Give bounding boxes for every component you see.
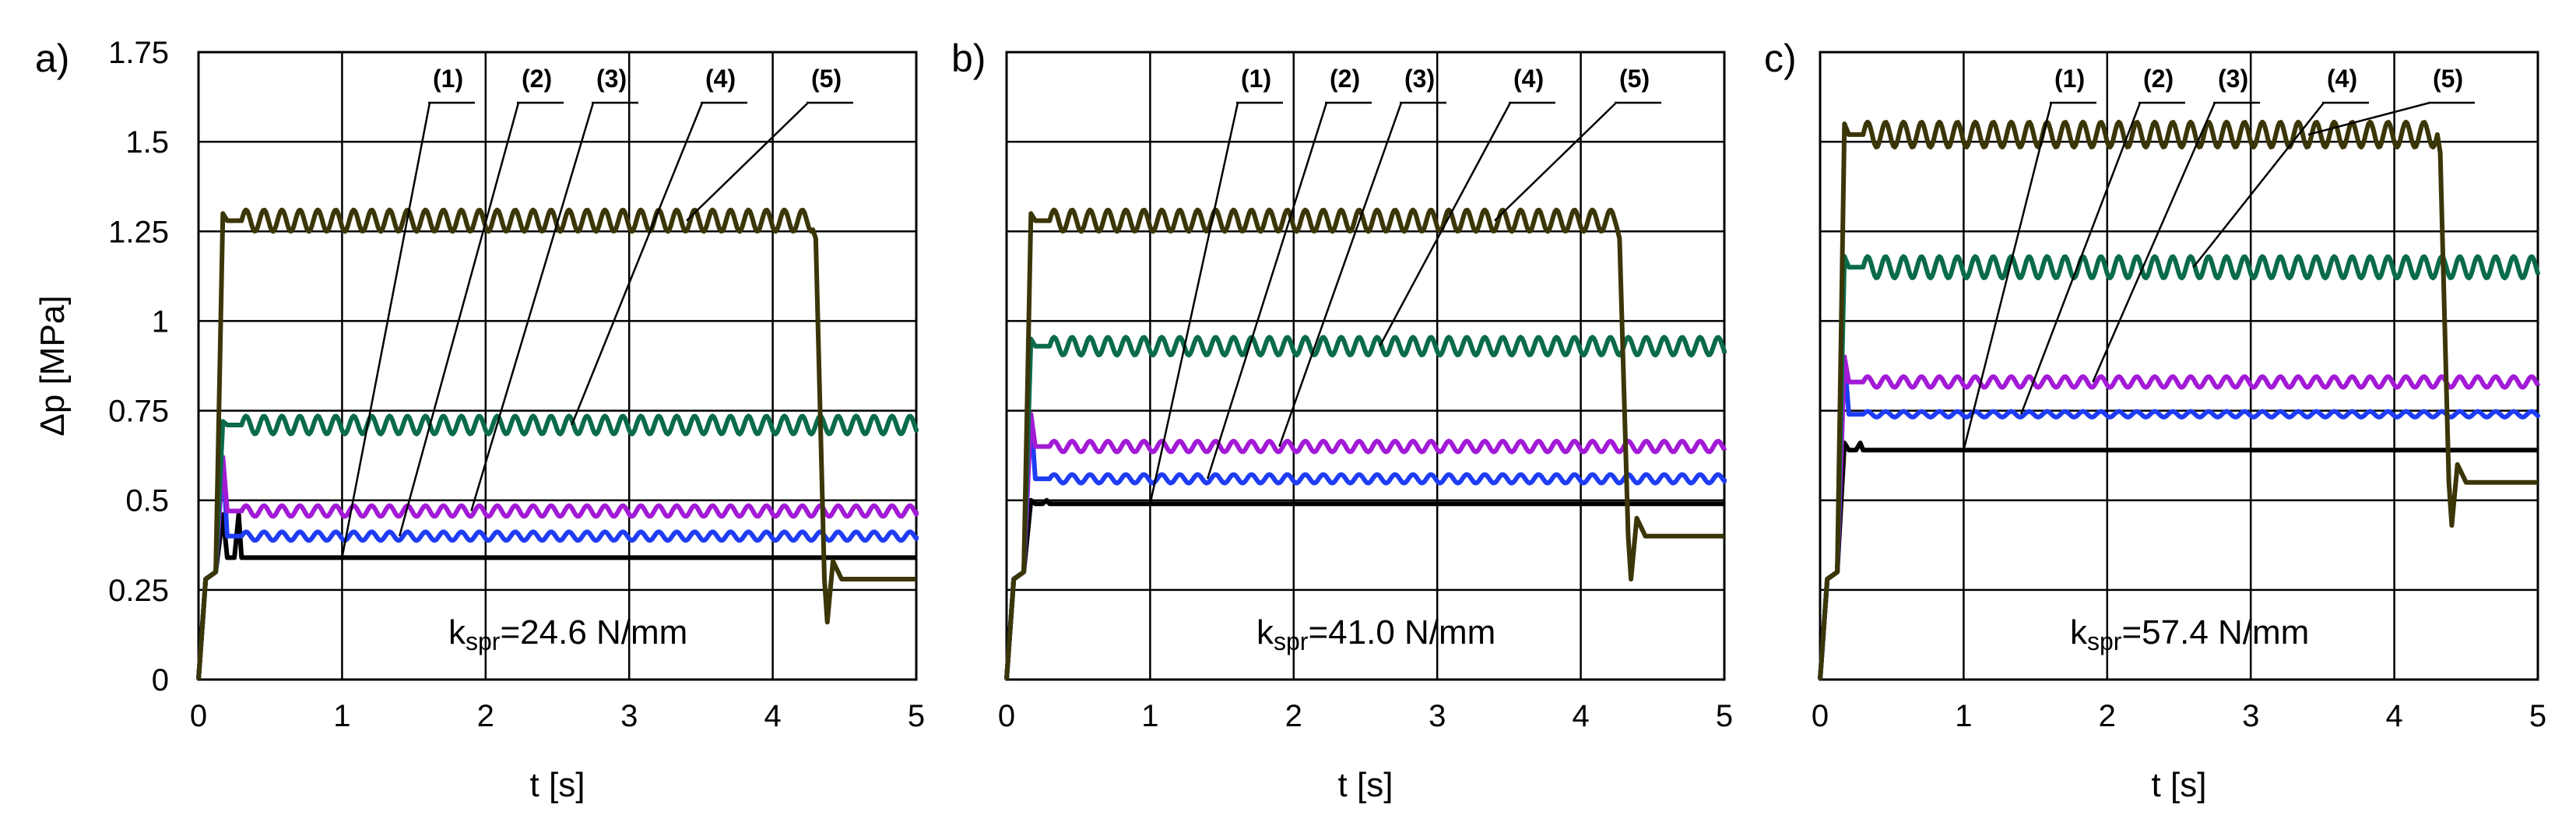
callout-leader	[686, 102, 809, 222]
callout-leader	[2307, 101, 2430, 136]
callout-leader	[2092, 102, 2216, 383]
y-tick-label: 0	[152, 663, 169, 697]
callout-label: (2)	[1330, 65, 1360, 93]
x-tick-label: 3	[2242, 699, 2259, 733]
x-tick-label: 2	[2099, 699, 2116, 733]
x-axis-label: t [s]	[2152, 766, 2207, 804]
callout-leader	[1494, 102, 1617, 222]
callout-label: (5)	[811, 65, 842, 93]
y-tick-label: 1.25	[108, 215, 169, 249]
x-tick-label: 1	[333, 699, 350, 733]
panel-label: a)	[35, 37, 69, 80]
series-line-4	[1818, 254, 2540, 680]
series-line-5	[1004, 207, 1724, 680]
series-line-1	[196, 512, 918, 680]
chart-panel-c: 0 1 2 3 4 5 t [s] c) (1) (2) (3) (4) (5) kspr=57.4 N/…	[1764, 37, 2546, 804]
x-tick-label: 0	[190, 699, 207, 733]
callout-leader	[1379, 102, 1512, 347]
panel-label: b)	[951, 37, 986, 80]
y-tick-label: 0.5	[125, 484, 169, 518]
plot-frame	[1819, 51, 2539, 681]
callout-label: (3)	[2218, 65, 2248, 93]
x-tick-label: 3	[1429, 699, 1446, 733]
panel-label: c)	[1764, 37, 1797, 80]
callout-leader	[2192, 102, 2325, 269]
series-line-3	[1004, 412, 1727, 680]
series-line-2	[196, 455, 919, 680]
y-tick-label: 0.75	[108, 395, 169, 429]
callout-leader	[571, 102, 704, 426]
x-tick-label: 3	[620, 699, 638, 733]
y-tick-label: 0.25	[108, 574, 169, 608]
callout-label: (4)	[705, 65, 736, 93]
x-tick-label: 4	[764, 699, 781, 733]
series-line-2	[1818, 354, 2540, 680]
callout-leader	[398, 102, 520, 537]
x-tick-label: 0	[1812, 699, 1829, 733]
callout-label: (4)	[2327, 65, 2357, 93]
series-line-4	[1004, 335, 1727, 680]
series-line-3	[1818, 354, 2540, 680]
callout-leader	[1963, 102, 2053, 451]
x-axis-label: t [s]	[1338, 766, 1393, 804]
chart-panel-b: 0 1 2 3 4 5 t [s] b) (1) (2) (3) (4) (5) kspr=41.0 N/…	[951, 37, 1733, 804]
x-tick-label: 5	[1716, 699, 1733, 733]
callout-label: (5)	[2433, 65, 2463, 93]
plot-frame	[197, 51, 918, 681]
callout-leader	[1206, 102, 1328, 479]
x-tick-label: 5	[2529, 699, 2546, 733]
spring-stiffness-annotation: kspr=41.0 N/mm	[1256, 613, 1495, 655]
x-tick-label: 0	[998, 699, 1015, 733]
callout-label: (2)	[2143, 65, 2174, 93]
x-tick-label: 4	[1572, 699, 1589, 733]
callout-leader	[1278, 102, 1403, 448]
callout-label: (1)	[1241, 65, 1271, 93]
x-tick-label: 4	[2385, 699, 2402, 733]
callout-leader	[1149, 102, 1239, 504]
y-tick-label: 1	[152, 304, 169, 339]
series-line-1	[1818, 441, 2539, 680]
callout-leader	[341, 102, 431, 558]
series-line-4	[196, 413, 919, 680]
x-axis-label: t [s]	[530, 766, 585, 804]
callout-label: (3)	[1404, 65, 1435, 93]
callout-label: (5)	[1619, 65, 1650, 93]
series-line-2	[1004, 412, 1727, 680]
callout-leader	[470, 102, 595, 511]
plot-frame	[1005, 51, 1726, 681]
y-tick-label: 1.5	[125, 125, 169, 160]
series-line-1	[1004, 497, 1726, 680]
spring-stiffness-annotation: kspr=24.6 N/mm	[448, 613, 687, 655]
x-tick-label: 1	[1141, 699, 1158, 733]
callout-label: (1)	[433, 65, 463, 93]
callout-label: (1)	[2054, 65, 2085, 93]
x-tick-label: 2	[1285, 699, 1302, 733]
series-line-5	[196, 207, 916, 680]
callout-label: (4)	[1513, 65, 1544, 93]
y-axis-label: Δp [MPa]	[33, 295, 72, 436]
chart-panel-a: 0 1 2 3 4 5 0 0.25 0.5 0.75 1 1.25 1.5 1.75 t [s] Δp [M…	[33, 36, 925, 804]
callout-leader	[2019, 102, 2142, 415]
callout-label: (3)	[596, 65, 627, 93]
x-tick-label: 1	[1955, 699, 1972, 733]
x-tick-label: 2	[477, 699, 494, 733]
spring-stiffness-annotation: kspr=57.4 N/mm	[2070, 613, 2309, 655]
y-tick-label: 1.75	[108, 36, 169, 70]
x-tick-label: 5	[908, 699, 925, 733]
callout-label: (2)	[522, 65, 552, 93]
series-line-5	[1818, 119, 2538, 680]
series-line-3	[196, 455, 919, 680]
